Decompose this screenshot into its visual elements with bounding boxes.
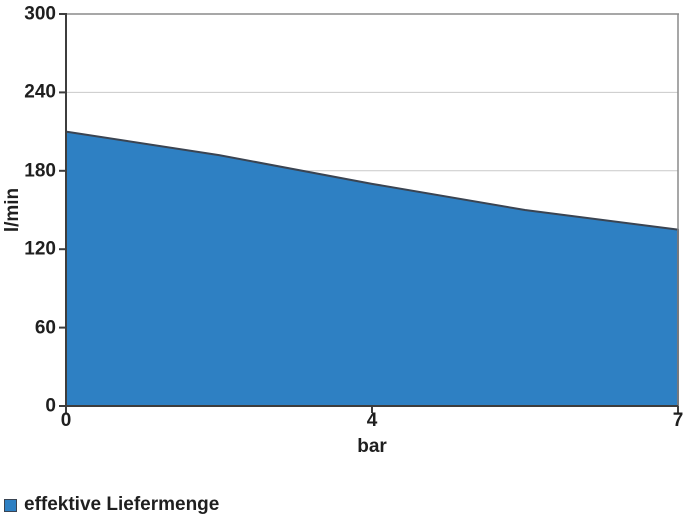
y-tick-label: 120 bbox=[24, 238, 56, 260]
x-tick-label: 4 bbox=[366, 410, 378, 431]
y-tick-label: 180 bbox=[24, 160, 56, 182]
y-tick-label: 300 bbox=[24, 3, 56, 25]
x-axis-title: bar bbox=[357, 436, 387, 457]
y-tick-label: 240 bbox=[24, 81, 56, 103]
y-tick-label: 60 bbox=[34, 317, 56, 339]
y-axis-tick-labels: 0 60 120 180 240 300 bbox=[0, 0, 56, 520]
y-tick-label: 0 bbox=[45, 395, 56, 417]
legend-swatch bbox=[4, 498, 17, 512]
x-tick-label: 0 bbox=[60, 410, 72, 431]
legend-label: effektive Liefermenge bbox=[24, 494, 220, 515]
legend: effektive Liefermenge bbox=[4, 494, 219, 516]
x-tick-label: 7 bbox=[672, 410, 684, 431]
